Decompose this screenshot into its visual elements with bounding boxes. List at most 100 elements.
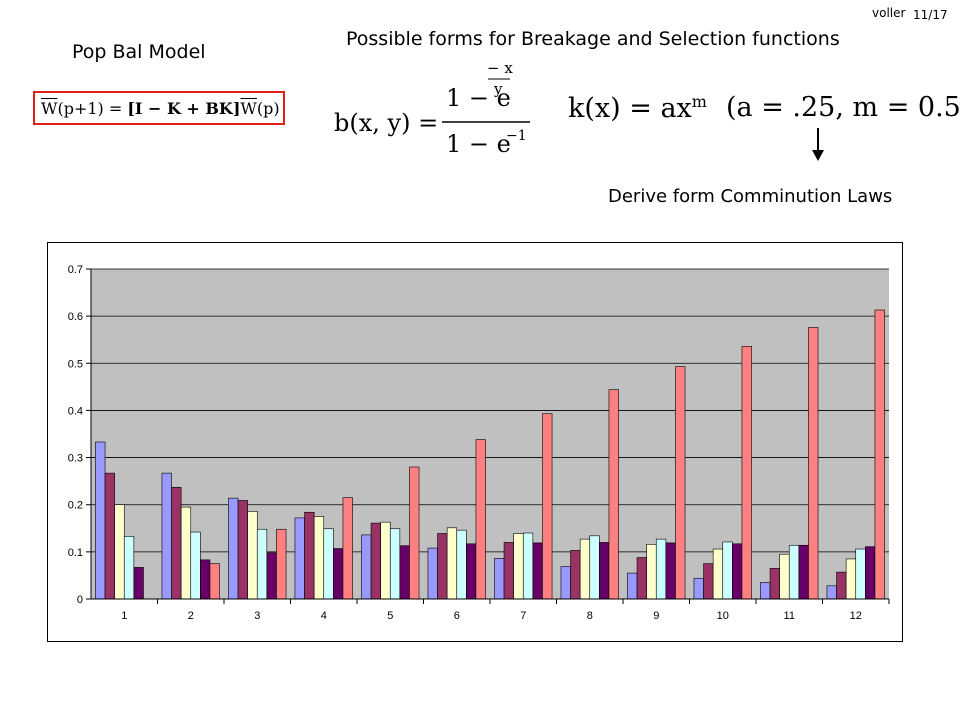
bar [769,568,780,600]
y-tick-label: 0.1 [68,547,83,559]
bars [95,309,885,600]
bar [466,543,477,600]
model-label: Pop Bal Model [72,41,206,63]
selection-function-equation: k(x) = axm [568,92,707,124]
bar [712,548,724,600]
bar [437,533,448,600]
bar [313,516,325,600]
bar [95,441,106,600]
eq-model-lhs-arg: (p+1) [57,99,104,118]
bar [589,535,600,600]
bar [247,511,258,600]
bar [636,557,647,600]
y-tick-label: 0.5 [68,358,83,370]
bar [665,542,676,600]
bar [494,558,505,600]
bar [522,532,534,600]
eq-k-exp: m [691,92,707,111]
y-tick-label: 0.7 [68,264,83,276]
bar [732,543,743,600]
bar [123,535,135,600]
bar [456,529,467,600]
bar [190,531,201,600]
bar [409,466,420,600]
y-tick-label: 0.6 [68,311,83,323]
bar [845,558,857,600]
bar [114,504,125,600]
eq-k-body: k(x) = ax [568,93,692,124]
bar [693,577,704,600]
bar [855,548,866,600]
x-tick-label: 4 [321,610,327,622]
derivation-note: Derive form Comminution Laws [608,186,893,207]
y-tick-labels: 0 0.1 0.2 0.3 0.4 0.5 0.6 0.7 [68,264,83,606]
bar [808,327,819,600]
bar [304,511,315,600]
bar [722,541,733,600]
bar [532,542,543,600]
bar [228,497,239,600]
chart-svg: 00.10.20.30.40.50.60.7 1 2 3 4 5 6 7 8 9 10 11 12 [68,264,890,622]
bar [200,559,211,600]
bar [104,472,115,600]
bar [779,553,790,600]
x-tick-label: 9 [653,610,659,622]
bar [209,563,220,600]
bar [760,582,771,600]
y-tick-label: 0.2 [68,500,83,512]
x-tick-label: 1 [121,610,127,622]
y-tick-label: 0 [77,594,83,606]
bar [836,571,847,600]
bar [608,389,619,600]
bar [874,309,885,600]
x-tick-label: 8 [587,610,593,622]
eq-b-lhs: b(x, y) = [334,109,438,137]
bar [865,546,876,600]
bar [237,500,248,600]
y-tick-label: 0.4 [68,405,83,417]
x-tick-label: 5 [387,610,393,622]
eq-b-den-exp: −1 [506,128,527,144]
eq-model-bracket: [I − K + BK] [127,99,241,118]
eq-b-numerator: 1 − e [446,84,511,112]
eq-model-rhs-w: W [240,99,257,118]
plot-area [91,269,889,599]
x-tick-label: 10 [717,610,729,622]
arrow-down-icon [812,128,824,161]
bar [133,567,144,600]
bar [503,542,514,600]
population-balance-equation-box: W(p+1) = [I − K + BK]W(p) [33,91,285,125]
bar [627,572,638,600]
bar [294,517,305,600]
bar [826,585,837,600]
bar [475,439,486,600]
eq-b-exp-top: − x [487,59,513,77]
population-balance-equation: W(p+1) = [I − K + BK]W(p) [41,99,280,118]
bar [798,544,809,600]
x-tick-label: 3 [254,610,260,622]
bar [180,506,192,600]
breakage-function-equation: b(x, y) = 1 − e − x y 1 − e −1 [334,59,530,158]
eq-model-lhs-w: W [41,99,58,118]
eq-model-rhs-arg: (p) [256,99,280,118]
y-tick-label: 0.3 [68,453,83,465]
bar [513,533,524,600]
bar [361,534,372,600]
bar-chart: 0 0.1 0.2 0.3 0.4 0.5 0.6 0.7 1 2 3 4 5 6 7 8 9 10 11 12 [47,242,903,642]
parameter-values: (a = .25, m = 0.5) [726,92,960,123]
bar [380,521,391,600]
bar [323,528,334,600]
x-tick-label: 2 [188,610,194,622]
bar [599,542,610,600]
x-tick-labels: 1 2 3 4 5 6 7 8 9 10 11 12 [121,610,862,622]
bar [560,566,571,600]
author-label: voller [872,6,906,20]
bar [389,528,401,600]
page-number: 11/17 [913,8,948,22]
x-tick-label: 6 [454,610,460,622]
eq-model-equals: = [103,99,128,118]
eq-b-denominator: 1 − e [446,130,511,158]
bar [646,544,657,600]
bar [266,552,277,600]
bar [161,472,172,600]
